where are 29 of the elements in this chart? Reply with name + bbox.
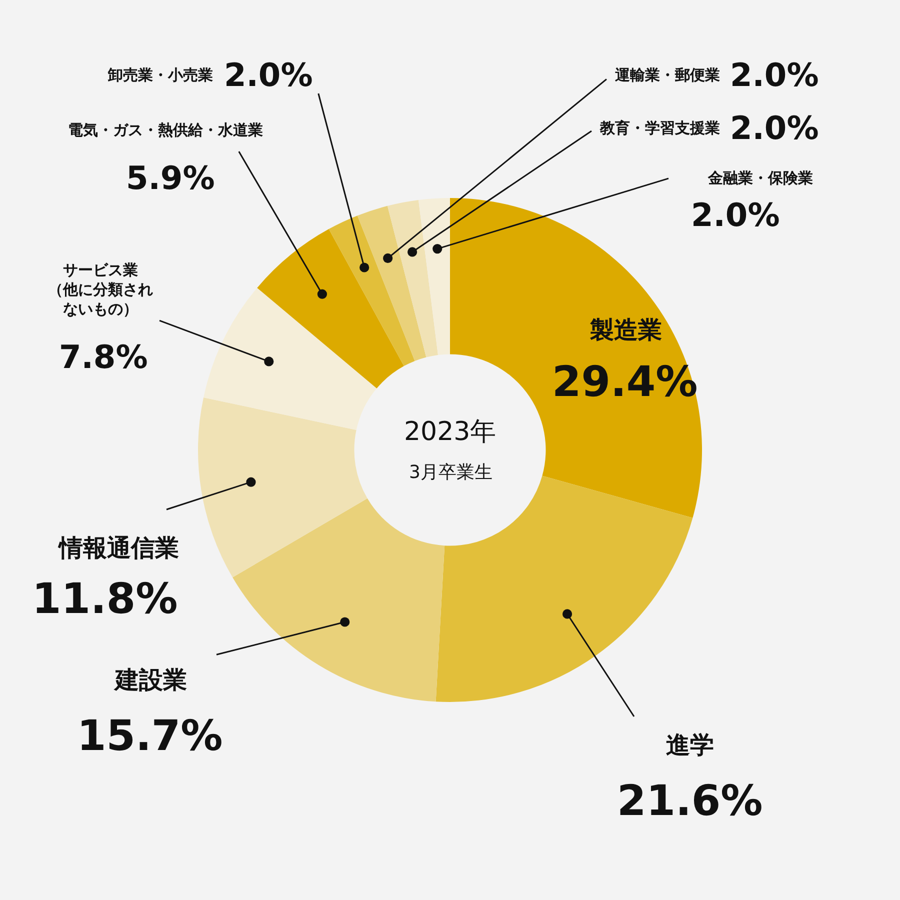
donut-slice [328,216,415,366]
slice-label: 情報通信業 [57,534,179,562]
data-label: 5.9% [126,159,215,197]
slice-label: 金融業・保険業 [707,169,813,187]
slice-label: 運輸業・郵便業 [614,66,720,84]
text: 2023年 [404,417,496,447]
slice-label: 卸売業・小売業 [107,66,213,84]
text: 3月卒業生 [409,462,492,483]
slice-label: サービス業（他に分類されないもの） [48,261,153,318]
donut-slice [204,288,377,430]
slice-label: 教育・学習支援業 [599,119,720,137]
data-label: 11.8% [32,574,178,623]
data-label: 2.0% [730,109,819,147]
donut-slice [387,200,438,358]
data-label: 21.6% [617,776,763,825]
slice-label: 電気・ガス・熱供給・水道業 [68,121,263,139]
donut-slice [357,206,426,361]
data-label: 2.0% [730,56,819,94]
donut-slice [418,198,450,355]
data-label: 2.0% [224,56,313,94]
donut-slice [257,229,404,388]
slice-label: 建設業 [113,666,187,694]
slice-label: 製造業 [589,316,662,344]
data-label: 7.8% [59,338,148,376]
data-label: 2.0% [691,196,780,234]
data-label: 15.7% [77,711,223,760]
donut-slice [232,498,445,702]
slice-label: 進学 [666,731,714,759]
donut-slice [198,397,368,578]
